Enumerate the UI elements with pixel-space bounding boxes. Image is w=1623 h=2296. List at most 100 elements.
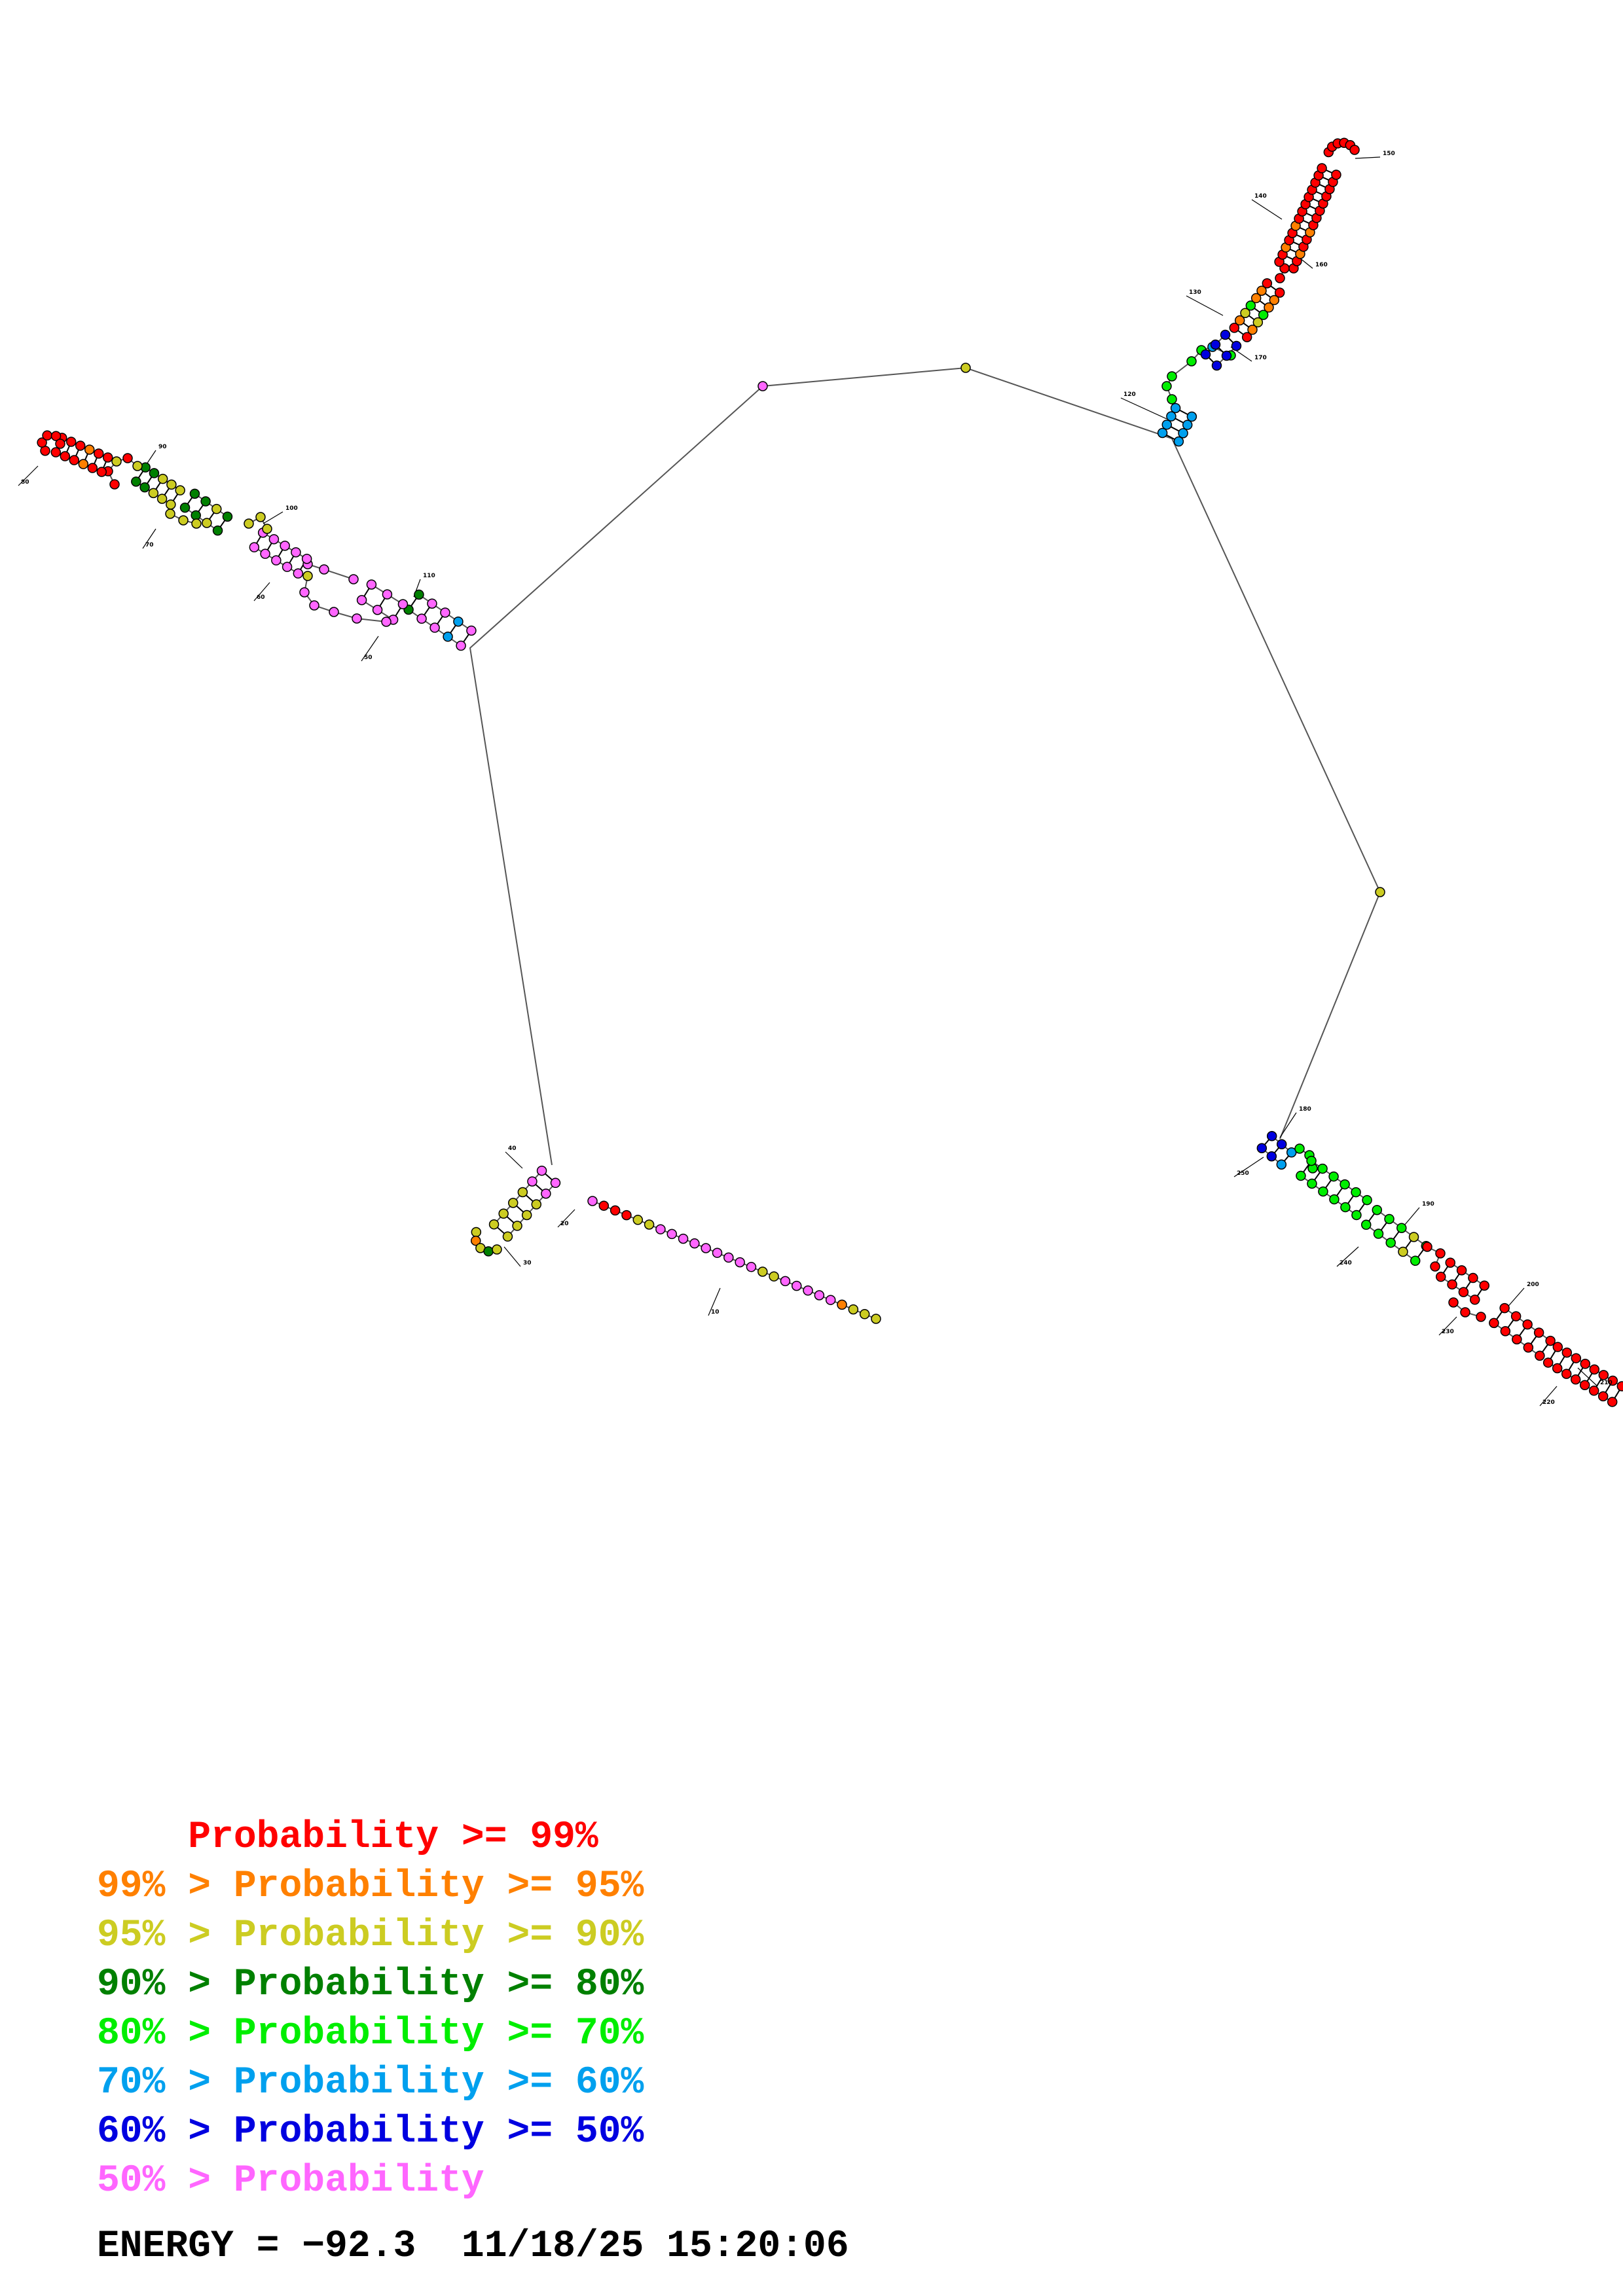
position-label: 140 xyxy=(1254,193,1267,200)
nucleotide xyxy=(1245,300,1256,311)
nucleotide xyxy=(1468,1272,1478,1283)
legend-threshold: 99% > xyxy=(97,1865,234,1908)
nucleotide xyxy=(1373,1229,1384,1239)
position-label: 20 xyxy=(560,1221,569,1227)
nucleotide xyxy=(366,579,377,590)
position-label: 220 xyxy=(1542,1399,1555,1406)
nucleotide xyxy=(848,1304,859,1315)
nucleotide xyxy=(1157,427,1168,439)
nucleotide xyxy=(1571,1353,1582,1363)
nucleotide xyxy=(111,456,122,467)
nucleotide xyxy=(1396,1223,1407,1233)
nucleotide xyxy=(189,488,200,499)
nucleotide xyxy=(356,595,367,605)
position-label: 100 xyxy=(285,505,298,512)
position-label: 210 xyxy=(1600,1380,1613,1386)
nucleotide xyxy=(1231,340,1242,351)
nucleotide xyxy=(803,1285,813,1296)
nucleotide xyxy=(429,622,440,633)
position-tick xyxy=(1539,1386,1558,1407)
backbone xyxy=(1450,1262,1485,1287)
nucleotide xyxy=(299,587,310,598)
nucleotide xyxy=(536,1165,547,1176)
nucleotide xyxy=(1173,436,1184,447)
nucleotide xyxy=(268,534,280,545)
nucleotide xyxy=(42,430,52,441)
nucleotide xyxy=(1266,1151,1277,1162)
nucleotide xyxy=(122,453,133,463)
nucleotide xyxy=(1499,1302,1510,1314)
nucleotide xyxy=(466,625,477,636)
legend-threshold xyxy=(97,1816,188,1859)
nucleotide xyxy=(1398,1246,1408,1257)
nucleotide xyxy=(1435,1272,1446,1282)
position-label: 150 xyxy=(1383,151,1395,157)
nucleotide xyxy=(1247,325,1258,335)
nucleotide xyxy=(1385,1238,1396,1248)
nucleotide xyxy=(191,518,202,529)
nucleotide xyxy=(1469,1295,1480,1305)
position-tick xyxy=(361,636,379,662)
position-label: 190 xyxy=(1422,1201,1434,1208)
nucleotide xyxy=(75,440,86,451)
nucleotide xyxy=(329,607,339,617)
nucleotide xyxy=(471,1227,482,1238)
nucleotide xyxy=(1589,1364,1600,1375)
nucleotide xyxy=(1167,371,1177,382)
footer-spacer xyxy=(416,2225,462,2268)
nucleotide xyxy=(1579,1380,1590,1390)
nucleotide xyxy=(440,607,450,618)
nucleotide xyxy=(87,463,98,473)
nucleotide xyxy=(109,479,120,490)
nucleotide xyxy=(825,1295,836,1305)
nucleotide xyxy=(1597,1391,1609,1402)
position-tick xyxy=(1186,295,1224,316)
nucleotide xyxy=(249,542,260,552)
nucleotide xyxy=(521,1210,532,1221)
nucleotide xyxy=(1318,1186,1328,1197)
legend-threshold: 70% > xyxy=(97,2062,234,2104)
nucleotide xyxy=(78,459,89,469)
position-tick xyxy=(1233,1157,1264,1177)
nucleotide xyxy=(531,1199,542,1210)
legend-label: Probability xyxy=(233,2160,484,2202)
nucleotide xyxy=(1500,1326,1511,1336)
nucleotide xyxy=(202,518,212,528)
position-label: 10 xyxy=(711,1309,720,1316)
nucleotide xyxy=(244,518,254,529)
nucleotide xyxy=(1200,349,1211,360)
nucleotide xyxy=(960,363,971,373)
position-tick xyxy=(263,511,283,524)
position-label: 30 xyxy=(523,1260,532,1266)
nucleotide xyxy=(93,448,104,459)
nucleotide xyxy=(262,524,272,534)
nucleotide xyxy=(178,515,189,526)
nucleotide xyxy=(1616,1381,1623,1391)
nucleotide xyxy=(260,548,270,559)
nucleotide xyxy=(1545,1335,1556,1346)
nucleotide xyxy=(1512,1334,1522,1345)
nucleotide xyxy=(1542,1357,1554,1368)
legend-threshold: 90% > xyxy=(97,1964,234,2006)
legend-row: 90% > Probability >= 80% xyxy=(97,1960,644,2009)
nucleotide xyxy=(139,482,150,493)
nucleotide xyxy=(644,1219,655,1230)
nucleotide xyxy=(302,571,313,581)
nucleotide xyxy=(1167,394,1177,404)
nucleotide xyxy=(517,1187,528,1198)
nucleotide xyxy=(792,1280,802,1291)
nucleotide xyxy=(1580,1359,1591,1369)
nucleotide xyxy=(84,444,95,455)
nucleotide xyxy=(1458,1287,1469,1297)
nucleotide xyxy=(381,617,392,627)
nucleotide xyxy=(1533,1327,1544,1338)
position-tick xyxy=(1355,156,1381,159)
nucleotide xyxy=(301,554,312,564)
position-label: 170 xyxy=(1254,355,1267,361)
nucleotide xyxy=(1552,1363,1563,1374)
nucleotide xyxy=(291,547,301,558)
nucleotide xyxy=(50,431,62,441)
nucleotide xyxy=(1598,1370,1609,1380)
nucleotide xyxy=(1456,1265,1467,1276)
nucleotide xyxy=(1523,1342,1534,1353)
